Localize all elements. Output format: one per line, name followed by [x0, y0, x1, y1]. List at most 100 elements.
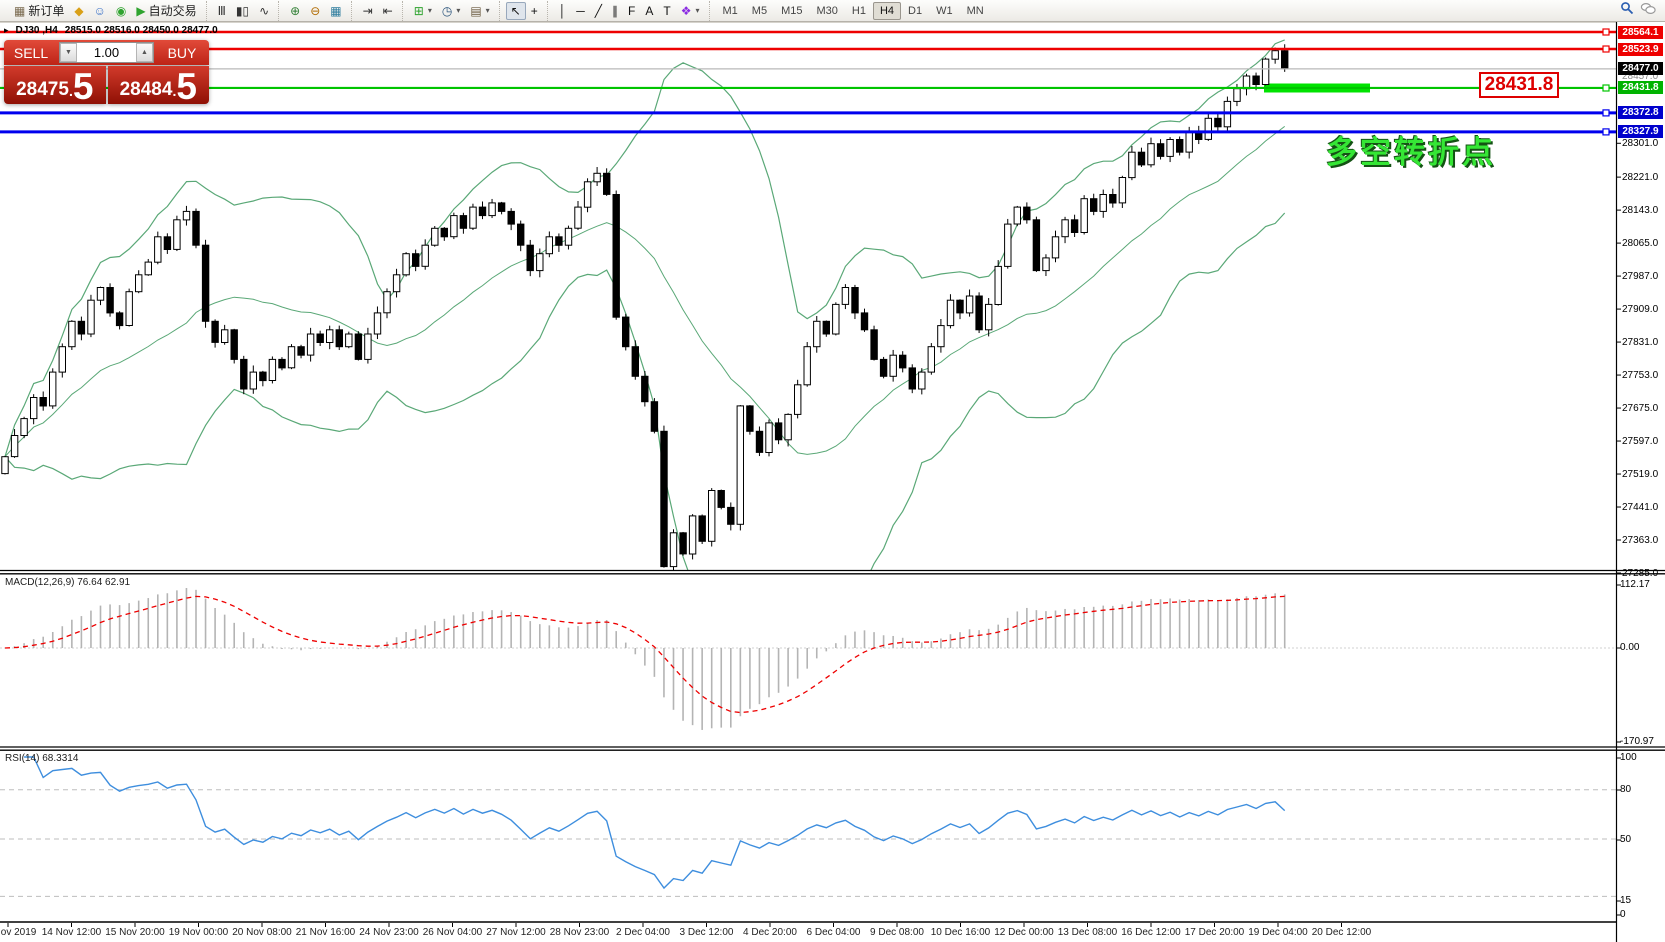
timeframe-m30-button[interactable]: M30	[816, 4, 838, 17]
price-tick: 27675.0	[1622, 402, 1659, 414]
price-badge: 28564.1	[1618, 25, 1663, 39]
price-tick: 28221.0	[1622, 171, 1659, 183]
chart-line-button[interactable]: ∿	[254, 2, 274, 20]
chart-candles-button[interactable]: ▮▯	[231, 2, 254, 20]
time-label: 9 Dec 08:00	[870, 927, 924, 938]
macd-label: MACD(12,26,9) 76.64 62.91	[5, 577, 131, 588]
time-label: 16 Dec 12:00	[1121, 927, 1181, 938]
timeframe-m5-button[interactable]: M5	[751, 4, 768, 17]
cursor-button[interactable]: ↖	[505, 1, 526, 20]
time-label: 27 Nov 12:00	[486, 927, 546, 938]
time-label: 20 Nov 08:00	[232, 927, 292, 938]
signals-icon: ◉	[115, 3, 127, 18]
chart-bars-button[interactable]: Ⅲ	[213, 2, 231, 20]
timeframe-m1-button[interactable]: M1	[722, 4, 738, 17]
time-label: 19 Nov 00:00	[168, 927, 229, 938]
toolbar-group: │ ─ ╱ ∥ F A T ❖ ▾	[546, 0, 709, 21]
timeframe-d1-button[interactable]: D1	[908, 4, 923, 17]
price-tick-partial: 28457.0	[1622, 71, 1659, 83]
candles-chart-icon: ▮▯	[235, 3, 250, 18]
toolbar-group: Ⅲ ▮▯ ∿	[205, 0, 279, 21]
sell-button[interactable]: SELL	[13, 44, 49, 61]
toolbar-group: ⇥ ⇤	[350, 0, 402, 21]
bars-chart-icon: Ⅲ	[217, 3, 226, 18]
turning-point-annotation[interactable]: 多空转折点	[1326, 135, 1496, 170]
zoom-out-button[interactable]: ⊖	[305, 2, 325, 20]
new-order-label: 新订单	[28, 4, 65, 18]
auto-scroll-button[interactable]: ⇤	[378, 2, 398, 20]
price-tick: 27441.0	[1622, 501, 1659, 513]
price-tick: 27753.0	[1622, 369, 1659, 381]
buy-price-button[interactable]: 28484. 5	[107, 66, 209, 107]
indicators-button[interactable]: ⊞ ▾	[409, 2, 437, 20]
text-label-button[interactable]: T	[658, 2, 675, 20]
price-level-flag[interactable]: 28431.8	[1479, 72, 1559, 98]
price-scale[interactable]: 28301.0 28221.0 28143.0 28065.0 27987.0 27909…	[1616, 22, 1665, 942]
time-label: 17 Dec 20:00	[1184, 927, 1245, 938]
metaeditor-button[interactable]: ◆	[69, 2, 88, 20]
chart-shift-button[interactable]: ⇥	[358, 2, 378, 20]
shapes-button[interactable]: ❖ ▾	[676, 2, 705, 20]
rsi-axis-tick: 80	[1620, 784, 1632, 795]
vertical-line-button[interactable]: │	[554, 2, 572, 20]
price-tick: 27909.0	[1622, 303, 1659, 315]
price-badge: 28523.9	[1618, 42, 1663, 56]
equidistant-channel-button[interactable]: ∥	[607, 2, 623, 20]
symbol-title: DJ30 ,H4	[15, 25, 58, 36]
buy-price-big: 5	[176, 66, 197, 107]
autotrading-icon: ▶	[136, 3, 146, 18]
time-label: 19 Dec 04:00	[1248, 927, 1308, 938]
timeframe-w1-button[interactable]: W1	[936, 4, 953, 17]
new-order-button[interactable]: ▦ 新订单	[9, 2, 69, 20]
toolbar-group: ↖ +	[498, 0, 547, 21]
timeframe-h4-button[interactable]: H4	[872, 1, 901, 20]
cursor-icon: ↖	[510, 3, 521, 18]
timeframe-mn-button[interactable]: MN	[966, 4, 984, 17]
chat-icon[interactable]	[1640, 2, 1656, 20]
add-indicator-icon: ⊞	[413, 3, 424, 18]
horizontal-line-button[interactable]: ─	[571, 2, 590, 20]
autotrading-button[interactable]: ▶ 自动交易	[131, 2, 201, 20]
search-icon[interactable]	[1620, 1, 1634, 20]
price-tick: 28301.0	[1622, 137, 1659, 149]
price-badge: 28327.9	[1618, 125, 1663, 139]
buy-price-main: 28484	[119, 79, 173, 100]
timeframe-h1-button[interactable]: H1	[851, 4, 866, 17]
volume-increase-button[interactable]: ▲	[136, 43, 153, 62]
signals-button[interactable]: ◉	[111, 2, 131, 20]
toolbar: ▦ 新订单 ◆ ☺ ◉ ▶ 自动交易 Ⅲ ▮▯ ∿ ⊕ ⊖ ▦ ⇥ ⇤ ⊞ ▾ ◷ ▾ ▤ ▾ ↖ + │ ─ ╱ ∥ F A T ❖ ▾ M1…	[0, 0, 1665, 22]
buy-price-dot: .	[172, 83, 177, 99]
auto-scroll-icon: ⇤	[382, 3, 393, 18]
text-button[interactable]: A	[640, 2, 658, 20]
price-tick: 27285.0	[1622, 567, 1659, 579]
time-label: 4 Dec 20:00	[743, 927, 797, 938]
trendline-icon: ╱	[594, 3, 603, 18]
rsi-axis-tick: 50	[1620, 834, 1632, 845]
tile-windows-button[interactable]: ▦	[325, 2, 346, 20]
volume-decrease-button[interactable]: ▼	[60, 43, 77, 62]
time-label: 28 Nov 23:00	[549, 927, 610, 938]
line-chart-icon: ∿	[259, 3, 270, 18]
timeframe-m15-button[interactable]: M15	[781, 4, 803, 17]
price-tick: 27987.0	[1622, 270, 1659, 282]
price-tick: 28065.0	[1622, 237, 1659, 249]
volume-input[interactable]: 1.00	[77, 43, 136, 62]
community-button[interactable]: ☺	[89, 2, 111, 20]
text-icon: A	[645, 3, 654, 18]
price-badge: 28431.8	[1618, 81, 1663, 95]
sell-price-button[interactable]: 28475. 5	[4, 66, 106, 105]
rsi-label: RSI(14) 68.3314	[5, 753, 79, 764]
trendline-button[interactable]: ╱	[590, 2, 607, 20]
zoom-in-button[interactable]: ⊕	[285, 2, 305, 20]
fibonacci-button[interactable]: F	[623, 2, 640, 20]
templates-button[interactable]: ▤ ▾	[465, 2, 494, 20]
crosshair-button[interactable]: +	[526, 2, 543, 20]
periods-button[interactable]: ◷ ▾	[437, 2, 466, 20]
shapes-icon: ❖	[680, 3, 692, 18]
time-label: 24 Nov 23:00	[359, 927, 419, 938]
time-label: 13 Nov 2019	[0, 927, 37, 938]
buy-button[interactable]: BUY	[167, 44, 197, 61]
